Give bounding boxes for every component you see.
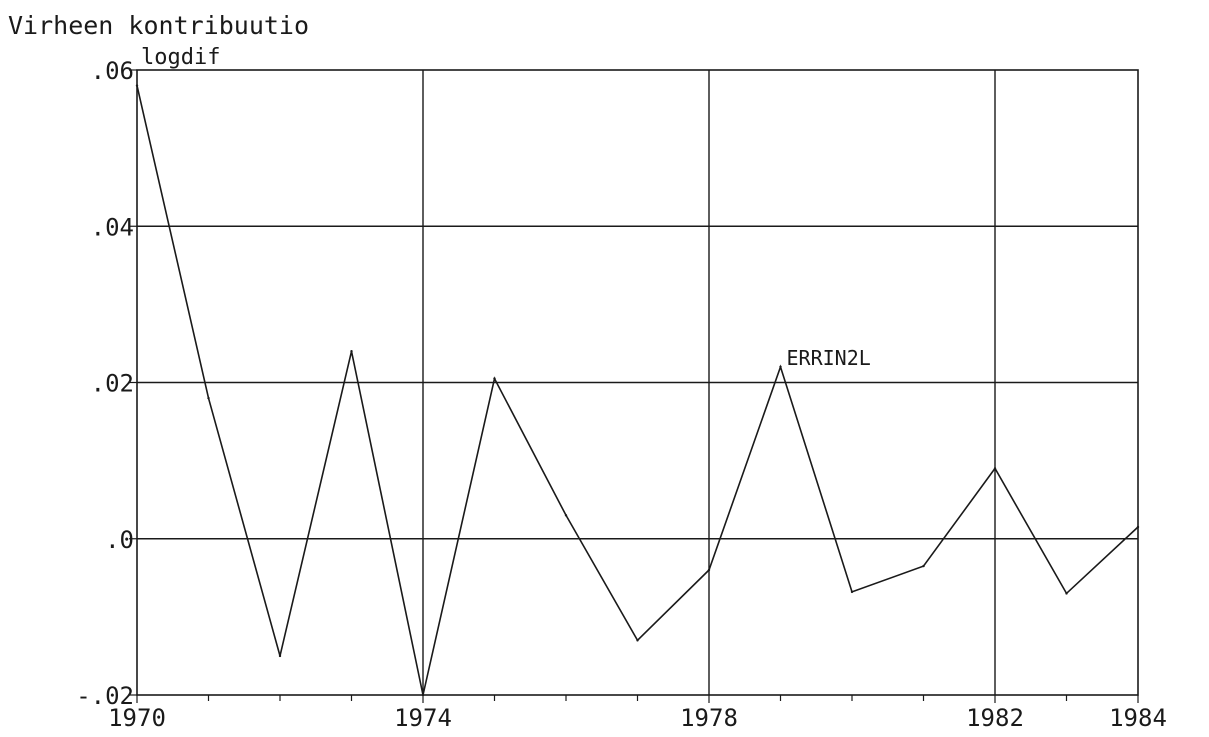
data-point (636, 639, 639, 642)
x-tick-label: 1978 (680, 704, 738, 732)
y-tick-label: .02 (91, 370, 134, 398)
data-point (779, 365, 782, 369)
series-layer: ERRIN2L (135, 84, 1140, 697)
y-axis-unit-label: logdif (141, 45, 220, 70)
data-point (135, 84, 139, 87)
data-point (350, 350, 353, 353)
data-point (1136, 525, 1140, 529)
data-point (993, 467, 997, 470)
x-tick-label: 1984 (1109, 704, 1167, 732)
data-point (207, 396, 210, 400)
data-point (922, 564, 925, 568)
grid-layer (136, 69, 1139, 696)
data-point (421, 693, 425, 697)
y-tick-label: -.02 (76, 682, 134, 710)
chart-title: Virheen kontribuutio (8, 11, 309, 40)
data-point (564, 514, 568, 517)
y-tick-label: .04 (91, 213, 134, 241)
tick-layer: -.02 .0 .02 .04 .06 1970 1974 1978 1982 1984 (76, 57, 1167, 732)
series-line (136, 85, 1139, 696)
x-tick-label: 1982 (966, 704, 1024, 732)
data-point (850, 590, 854, 594)
data-point (493, 377, 496, 380)
y-tick-label: .0 (105, 526, 134, 554)
data-point (278, 654, 282, 658)
y-tick-label: .06 (91, 57, 134, 85)
data-point (1065, 592, 1068, 595)
x-tick-label: 1970 (108, 704, 166, 732)
series-label: ERRIN2L (787, 346, 871, 370)
x-tick-label: 1974 (394, 704, 452, 732)
data-point (707, 568, 711, 572)
